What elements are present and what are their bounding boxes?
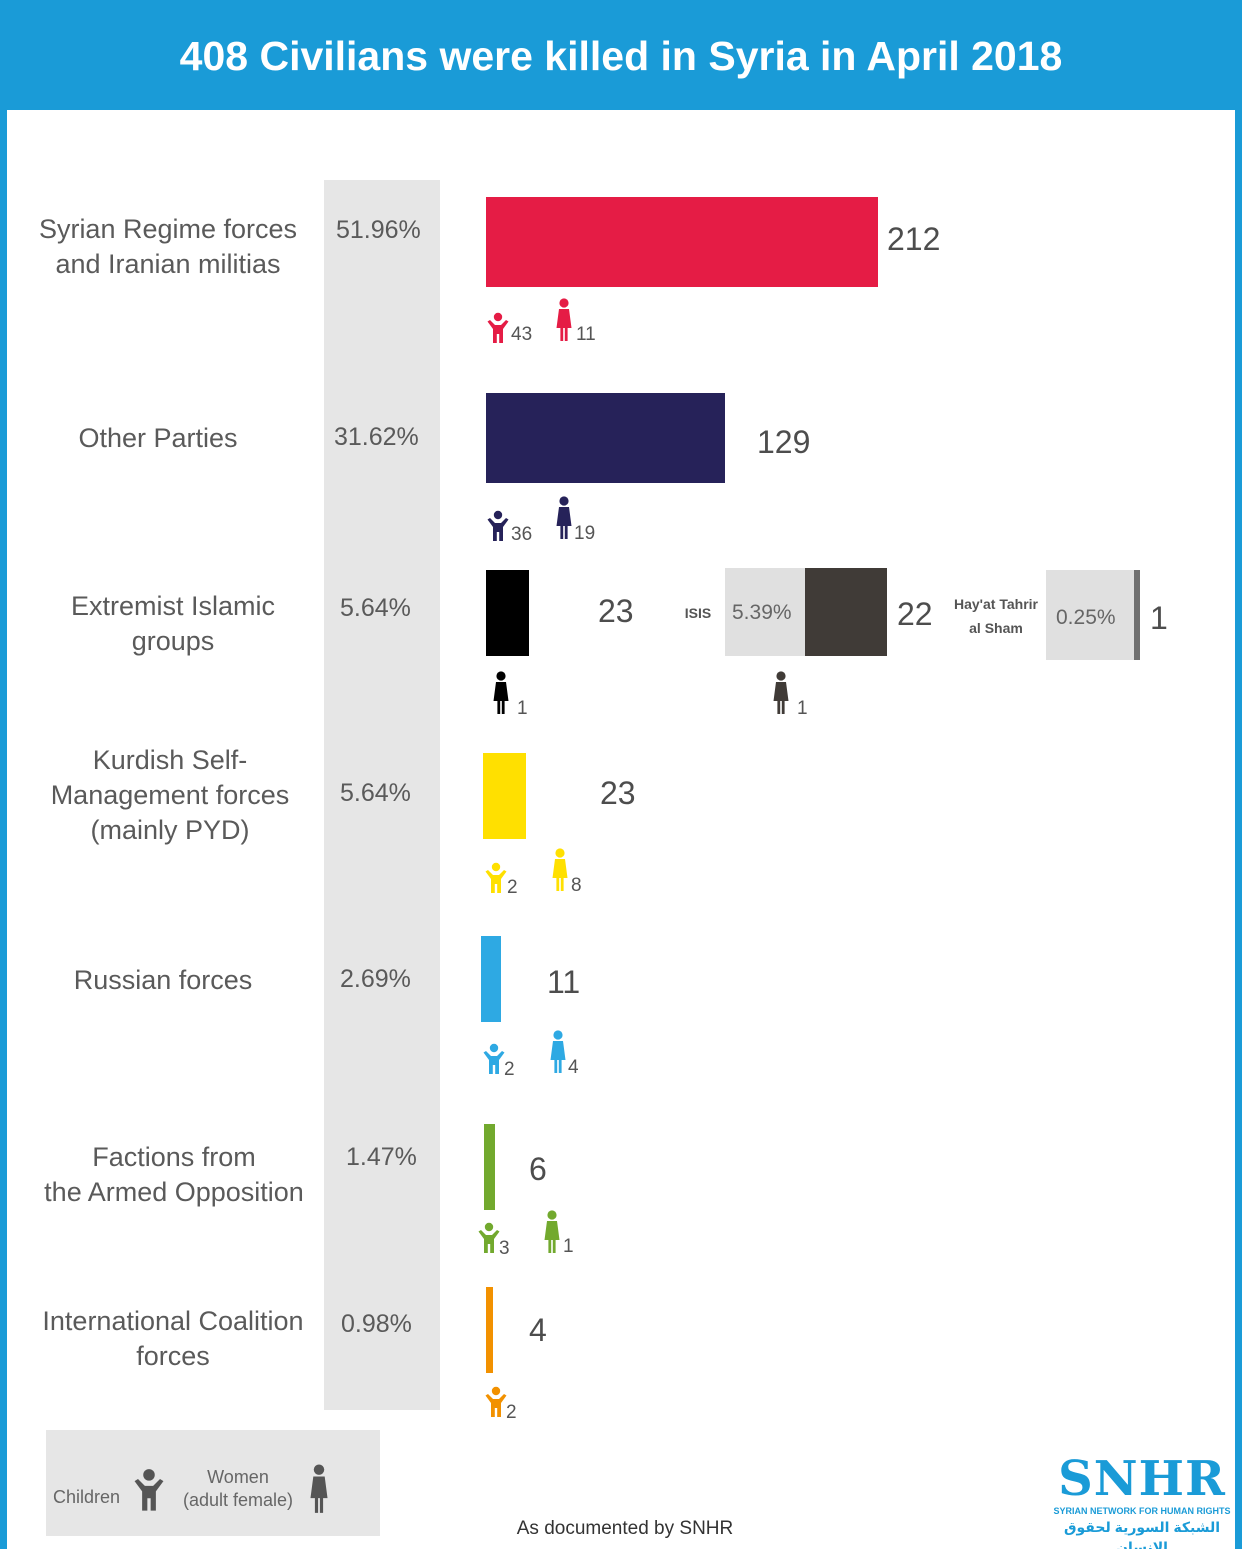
children-count: 43 xyxy=(511,324,533,345)
bar-extremist-groups xyxy=(486,570,529,656)
child-icon xyxy=(129,1468,169,1517)
child-icon xyxy=(482,1043,506,1080)
category-percent: 31.62% xyxy=(334,423,419,451)
category-percent: 2.69% xyxy=(340,965,411,993)
women-count: 1 xyxy=(563,1236,574,1257)
category-label: Other Parties xyxy=(78,423,238,453)
children-count: 36 xyxy=(511,524,533,545)
source-note: As documented by SNHR xyxy=(516,1518,734,1539)
hts-percent-box xyxy=(1046,570,1134,660)
isis-percent: 5.39% xyxy=(732,601,792,624)
woman-icon xyxy=(554,298,574,347)
woman-icon xyxy=(771,671,791,720)
bar-value: 212 xyxy=(887,221,941,257)
legend-children-label: Children xyxy=(53,1487,121,1507)
woman-icon xyxy=(491,671,511,720)
category-label: Kurdish Self- Management forces (mainly … xyxy=(50,745,290,845)
hts-label: Hay'at Tahrir al Sham xyxy=(954,596,1038,636)
child-icon xyxy=(484,862,508,899)
category-percent: 0.98% xyxy=(341,1310,412,1338)
hts-value: 1 xyxy=(1150,600,1168,636)
bar-value: 129 xyxy=(757,424,811,460)
chart-title: 408 Civilians were killed in Syria in Ap… xyxy=(179,33,1063,79)
children-count: 3 xyxy=(499,1238,510,1259)
children-count: 2 xyxy=(507,877,518,898)
woman-icon xyxy=(306,1464,332,1519)
bar-value: 4 xyxy=(529,1312,547,1348)
hts-percent: 0.25% xyxy=(1056,606,1116,629)
category-label: Extremist Islamic groups xyxy=(70,591,276,656)
child-icon xyxy=(486,312,510,349)
woman-icon xyxy=(554,496,574,545)
children-count: 2 xyxy=(506,1402,517,1423)
bar-value: 11 xyxy=(547,964,581,1000)
isis-percent-box xyxy=(725,568,805,656)
women-count: 8 xyxy=(571,875,582,896)
bar-kurdish-forces xyxy=(483,753,526,839)
bar-value: 6 xyxy=(529,1151,547,1187)
header-banner xyxy=(0,0,1242,110)
category-percent: 1.47% xyxy=(346,1143,417,1171)
woman-icon xyxy=(542,1210,562,1259)
children-count: 2 xyxy=(504,1059,515,1080)
women-count: 1 xyxy=(517,698,528,719)
category-label: Factions from the Armed Opposition xyxy=(44,1142,304,1207)
percentage-column xyxy=(324,180,440,1410)
bar-international-coalition xyxy=(486,1287,493,1373)
category-label: Syrian Regime forces and Iranian militia… xyxy=(38,214,298,279)
isis-women-count: 1 xyxy=(797,698,808,719)
logo-subtitle: SYRIAN NETWORK FOR HUMAN RIGHTS xyxy=(1053,1506,1231,1516)
logo-wordmark: SNHR xyxy=(1058,1451,1226,1507)
women-count: 11 xyxy=(576,324,596,345)
bar-isis xyxy=(805,568,887,656)
woman-icon xyxy=(550,848,570,897)
category-percent: 51.96% xyxy=(336,216,421,244)
bar-value: 23 xyxy=(598,593,634,629)
bar-armed-opposition xyxy=(484,1124,495,1210)
bar-value: 23 xyxy=(600,775,636,811)
snhr-logo: SNHR SYRIAN NETWORK FOR HUMAN RIGHTS الش… xyxy=(1052,1451,1232,1549)
bar-hts xyxy=(1134,570,1140,660)
child-icon xyxy=(486,510,510,547)
woman-icon xyxy=(548,1030,568,1079)
isis-label: ISIS xyxy=(684,605,712,621)
women-count: 19 xyxy=(574,523,596,544)
bar-russian-forces xyxy=(481,936,501,1022)
isis-value: 22 xyxy=(897,596,933,632)
category-label: International Coalition forces xyxy=(42,1306,304,1371)
category-percent: 5.64% xyxy=(340,779,411,807)
child-icon xyxy=(477,1222,501,1259)
legend-women-label: Women (adult female) xyxy=(182,1467,294,1510)
bar-other-parties xyxy=(486,393,725,483)
category-label: Russian forces xyxy=(73,965,253,995)
logo-arabic: الشبكة السورية لحقوق الإنسان xyxy=(1063,1519,1221,1549)
women-count: 4 xyxy=(568,1057,579,1078)
child-icon xyxy=(484,1386,508,1423)
category-percent: 5.64% xyxy=(340,594,411,622)
bar-syrian-regime xyxy=(486,197,878,287)
